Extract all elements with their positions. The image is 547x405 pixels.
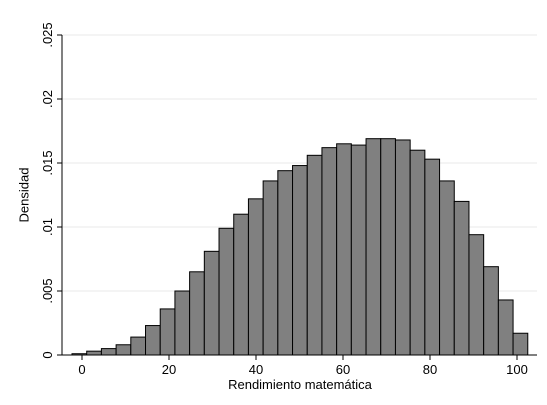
x-tick-label: 100: [506, 362, 528, 377]
bar: [468, 234, 485, 356]
y-tick-label: .02: [40, 90, 55, 108]
bar: [247, 198, 264, 356]
y-tick-label: .005: [40, 278, 55, 303]
bar: [306, 154, 323, 356]
y-tick-label: 0: [40, 351, 55, 358]
bar: [100, 348, 117, 356]
bar: [439, 180, 455, 356]
bar: [262, 180, 279, 356]
x-tick-label: 80: [423, 362, 437, 377]
bar: [203, 250, 220, 356]
bar: [86, 350, 102, 356]
bar: [512, 332, 529, 356]
bar: [233, 213, 249, 356]
bar: [453, 200, 470, 356]
bar: [365, 138, 382, 356]
y-tick-label: .01: [40, 218, 55, 236]
x-axis-label: Rendimiento matemática: [228, 377, 373, 392]
bar: [174, 290, 191, 356]
x-tick-label: 60: [336, 362, 350, 377]
bar: [115, 344, 132, 356]
bar: [409, 149, 426, 356]
bar: [218, 227, 235, 356]
x-tick-label: 40: [249, 362, 263, 377]
bar: [321, 147, 338, 356]
bar: [277, 170, 294, 356]
y-axis-label: Densidad: [16, 168, 31, 223]
bar: [130, 336, 147, 356]
x-tick-label: 0: [78, 362, 85, 377]
bar: [497, 299, 514, 356]
bar: [424, 158, 441, 356]
bar: [292, 165, 308, 356]
bar: [159, 308, 176, 356]
bar: [145, 325, 161, 356]
bar: [336, 143, 352, 356]
y-tick-label: .015: [40, 150, 55, 175]
bar: [189, 271, 205, 356]
y-tick-label: .025: [40, 22, 55, 47]
bar: [350, 144, 367, 356]
bar: [380, 138, 396, 356]
bar: [394, 139, 411, 356]
bar: [483, 266, 499, 356]
x-tick-label: 20: [162, 362, 176, 377]
